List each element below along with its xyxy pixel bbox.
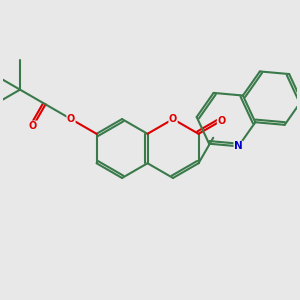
Text: N: N	[234, 141, 243, 151]
Text: O: O	[29, 121, 37, 131]
Text: O: O	[218, 116, 226, 126]
Text: O: O	[169, 114, 177, 124]
Text: O: O	[67, 114, 75, 124]
